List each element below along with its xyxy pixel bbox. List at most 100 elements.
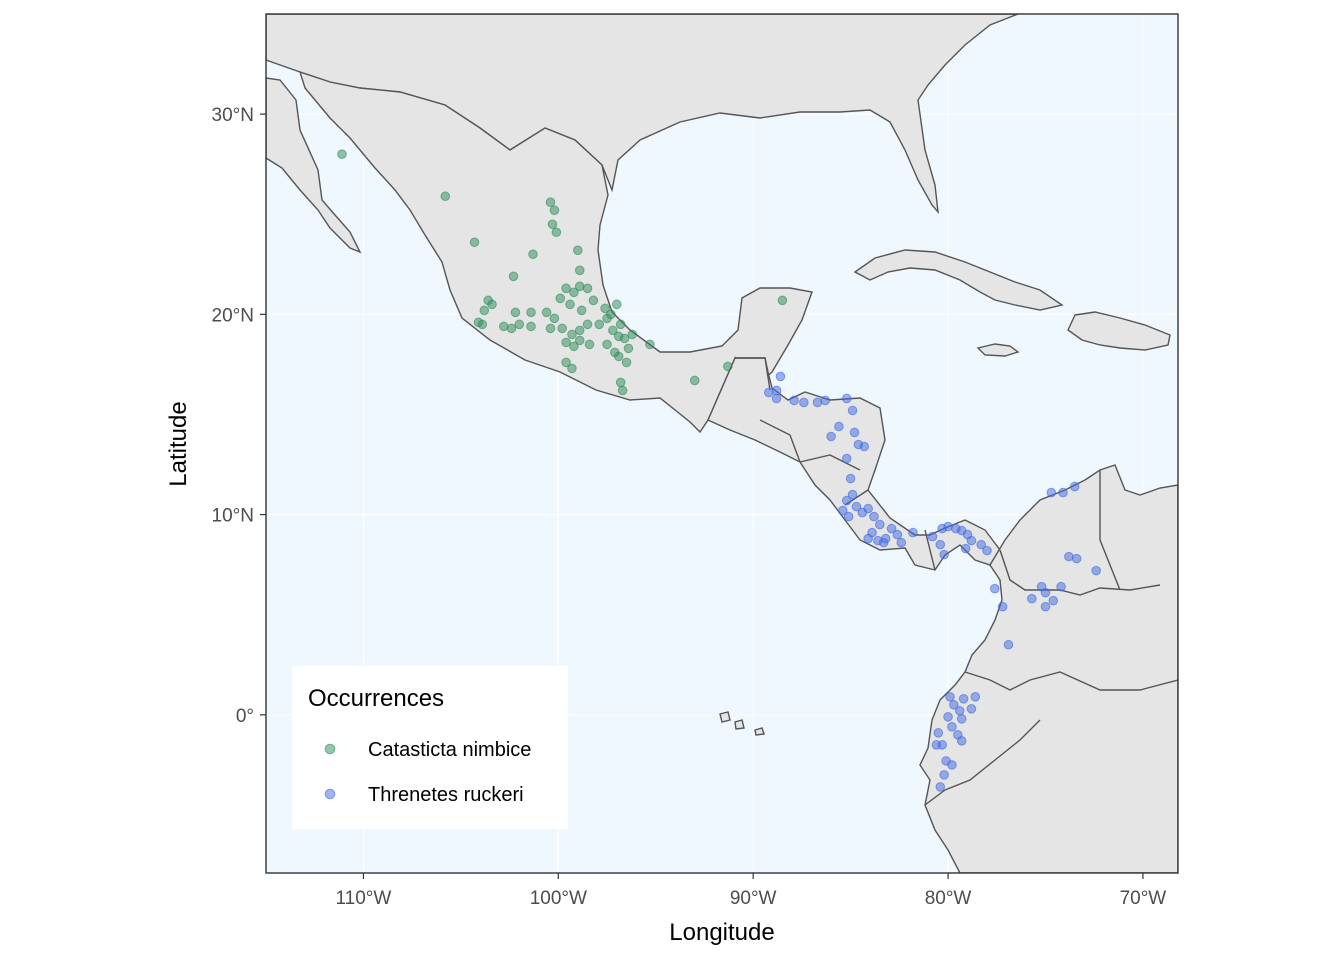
point-threnetes-46 [960,543,971,554]
legend-swatch-threnetes [324,788,336,800]
point-catasticta-7 [528,249,538,260]
point-catasticta-57 [561,357,571,368]
point-catasticta-23 [549,313,560,324]
x-axis-ticks: 110°W 100°W 90°W 80°W 70°W [336,873,1166,909]
point-threnetes-18 [841,495,852,506]
point-threnetes-55 [1056,581,1066,592]
point-catasticta-48 [619,333,630,344]
point-threnetes-3 [771,393,782,404]
point-threnetes-43 [982,545,992,556]
point-threnetes-7 [820,395,831,406]
point-catasticta-59 [645,339,655,350]
point-threnetes-47 [990,583,1000,594]
point-threnetes-37 [943,521,953,532]
point-threnetes-32 [878,537,889,548]
point-threnetes-74 [966,704,977,714]
point-threnetes-57 [1071,553,1082,564]
central-america-land [707,357,1001,571]
panel-border [265,13,1179,874]
point-threnetes-56 [1064,551,1074,562]
point-threnetes-29 [886,523,897,534]
point-threnetes-0 [763,387,774,398]
x-tick-label-3: 80°W [925,888,972,909]
point-catasticta-42 [611,299,622,310]
point-catasticta-3 [545,197,556,208]
point-threnetes-31 [863,533,873,544]
point-threnetes-69 [931,740,942,750]
point-threnetes-73 [935,782,946,792]
x-axis-title: Longitude [669,919,774,946]
point-catasticta-53 [615,377,626,388]
point-catasticta-63 [584,339,595,350]
point-catasticta-25 [555,293,566,304]
legend: Occurrences Catasticta nimbice Threnetes… [292,666,568,829]
point-threnetes-13 [841,453,852,464]
x-tick-label-2: 90°W [730,888,777,909]
point-threnetes-33 [896,537,907,548]
point-catasticta-17 [506,323,517,334]
point-threnetes-75 [970,691,981,702]
point-threnetes-17 [847,489,858,500]
point-catasticta-1 [440,191,451,202]
point-catasticta-0 [337,149,347,159]
land-masses [266,14,1178,873]
point-catasticta-58 [567,363,577,374]
point-catasticta-30 [582,283,593,294]
point-threnetes-9 [847,405,858,416]
point-threnetes-79 [956,736,967,746]
point-threnetes-5 [799,397,809,408]
hispaniola [1067,311,1171,351]
point-threnetes-4 [789,395,799,406]
point-threnetes-8 [841,393,852,404]
point-catasticta-8 [508,271,519,282]
point-threnetes-64 [949,700,959,710]
point-catasticta-5 [547,219,558,230]
y-tick-label-3: 0° [236,706,254,727]
point-catasticta-12 [487,299,497,310]
point-threnetes-16 [845,473,856,484]
point-threnetes-42 [976,539,986,550]
legend-label-catasticta: Catasticta nimbice [368,739,531,761]
point-catasticta-36 [574,325,585,336]
point-threnetes-78 [933,728,944,738]
point-threnetes-61 [1069,481,1080,492]
point-threnetes-77 [943,712,953,722]
mexico-land [298,70,813,434]
point-catasticta-13 [479,305,490,316]
point-catasticta-37 [582,319,593,330]
y-tick-label-0: 30°N [212,105,254,126]
point-threnetes-65 [947,722,957,732]
point-catasticta-56 [602,313,612,324]
point-threnetes-2 [775,371,786,382]
point-catasticta-4 [549,205,560,216]
south-america-land [919,464,1178,873]
point-catasticta-35 [561,337,571,348]
point-catasticta-28 [565,299,575,310]
point-threnetes-48 [997,601,1008,612]
point-catasticta-50 [623,343,634,354]
point-catasticta-44 [608,325,618,336]
point-catasticta-38 [574,335,585,346]
point-threnetes-71 [947,760,957,770]
legend-swatch-catasticta [324,743,336,755]
point-catasticta-18 [514,319,525,330]
point-catasticta-33 [557,323,568,334]
point-threnetes-21 [851,501,862,512]
point-catasticta-16 [498,321,509,332]
point-catasticta-62 [723,361,733,372]
x-tick-label-0: 110°W [336,888,392,909]
point-threnetes-15 [859,441,870,452]
point-threnetes-76 [945,691,955,702]
country-borders [735,357,1178,806]
point-catasticta-46 [602,339,612,350]
point-threnetes-66 [956,714,967,724]
legend-label-threnetes: Threnetes ruckeri [368,784,524,806]
point-threnetes-10 [834,421,844,432]
galapagos-islands [719,711,765,736]
point-catasticta-54 [621,357,632,368]
point-threnetes-6 [812,397,823,408]
y-tick-label-2: 10°N [212,506,254,527]
point-threnetes-19 [838,505,848,516]
point-catasticta-55 [594,319,605,330]
